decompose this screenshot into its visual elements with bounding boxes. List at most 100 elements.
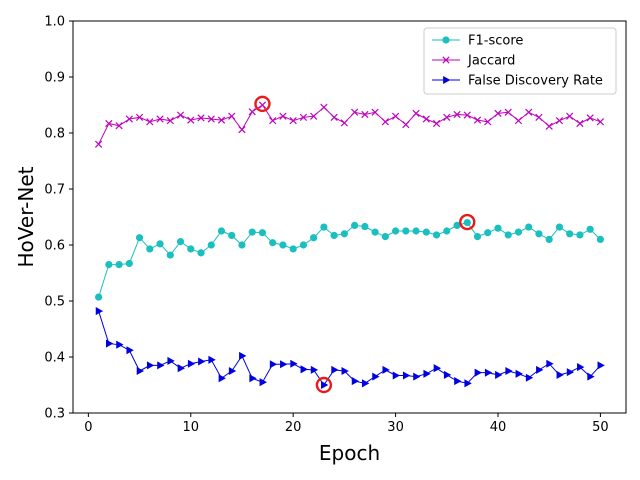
legend-label: Jaccard (467, 54, 515, 69)
data-point (95, 307, 104, 316)
data-point (177, 364, 185, 373)
data-point (157, 361, 165, 370)
data-point (362, 379, 370, 388)
data-point (514, 117, 523, 125)
data-point (340, 230, 348, 238)
data-point (300, 365, 308, 374)
data-point (187, 245, 195, 253)
data-point (269, 117, 277, 125)
data-point (341, 366, 349, 376)
series-0 (95, 219, 604, 301)
data-point (116, 340, 124, 349)
data-point (351, 221, 359, 229)
legend-entry: F1-score (432, 34, 523, 49)
data-point (95, 293, 103, 301)
data-point (290, 359, 298, 368)
x-axis: 0 10 20 30 40 50 (84, 413, 609, 435)
data-point (525, 223, 533, 231)
data-point (463, 219, 471, 227)
data-point (432, 119, 441, 128)
series-1 (94, 101, 605, 148)
data-point (166, 251, 174, 259)
data-point (207, 241, 215, 249)
data-point (464, 379, 472, 388)
x-tick-label: 50 (592, 420, 609, 435)
data-point (280, 360, 288, 369)
y-axis: 0.3 0.4 0.5 0.6 0.7 0.8 0.9 1.0 (44, 15, 73, 422)
y-tick-label: 0.8 (44, 127, 65, 142)
series-2 (95, 307, 605, 390)
data-point (473, 116, 482, 124)
data-point (371, 228, 379, 236)
data-point (198, 357, 206, 366)
data-point (146, 245, 154, 253)
data-point (310, 234, 318, 242)
data-point (596, 235, 604, 243)
data-point (443, 227, 451, 235)
data-point (433, 364, 442, 373)
data-point (555, 117, 564, 125)
data-point (484, 118, 492, 126)
data-point (371, 108, 379, 116)
data-point (463, 111, 471, 119)
data-point (453, 110, 461, 119)
data-point (340, 119, 349, 127)
data-point (176, 111, 185, 119)
data-point (187, 359, 196, 368)
legend-entry: Jaccard (432, 54, 515, 69)
data-point (94, 140, 103, 148)
data-point (442, 56, 450, 64)
y-tick-label: 0.5 (44, 295, 65, 310)
data-point (432, 231, 441, 239)
data-point (105, 260, 113, 269)
data-point (146, 361, 155, 370)
data-point (596, 118, 605, 126)
data-point (586, 114, 594, 122)
data-point (535, 113, 543, 121)
data-point (187, 116, 195, 124)
data-point (577, 363, 585, 372)
data-point (217, 227, 226, 235)
data-point (330, 113, 338, 121)
data-point (423, 369, 431, 378)
data-point (546, 359, 554, 368)
data-point (166, 117, 174, 125)
data-point (494, 109, 502, 118)
data-point (381, 118, 389, 126)
data-point (597, 361, 605, 370)
data-point (422, 115, 430, 123)
y-tick-label: 1.0 (44, 15, 65, 30)
data-point (443, 370, 452, 379)
data-point (566, 112, 574, 120)
data-point (279, 112, 287, 120)
legend-label: False Discovery Rate (468, 74, 603, 89)
data-point (125, 115, 133, 123)
data-point (331, 365, 339, 374)
y-tick-label: 0.7 (44, 183, 65, 198)
x-tick-label: 20 (285, 420, 302, 435)
data-point (484, 229, 492, 237)
data-point (505, 366, 513, 376)
data-point (484, 368, 493, 377)
data-point (504, 108, 512, 116)
data-point (515, 369, 523, 378)
legend-box (423, 27, 617, 95)
data-point (135, 234, 144, 242)
data-point (566, 368, 575, 377)
data-point (382, 365, 390, 374)
data-point (115, 122, 123, 130)
data-point (392, 371, 401, 380)
data-point (299, 241, 308, 249)
data-point (443, 75, 451, 85)
data-point (576, 119, 584, 128)
data-point (413, 372, 421, 381)
data-point (289, 245, 297, 253)
data-point (135, 113, 144, 121)
data-point (320, 223, 328, 231)
data-point (279, 241, 287, 249)
data-point (105, 119, 113, 128)
data-point (330, 231, 338, 240)
data-point (536, 365, 544, 374)
series-line (98, 310, 601, 386)
data-point (207, 115, 215, 123)
